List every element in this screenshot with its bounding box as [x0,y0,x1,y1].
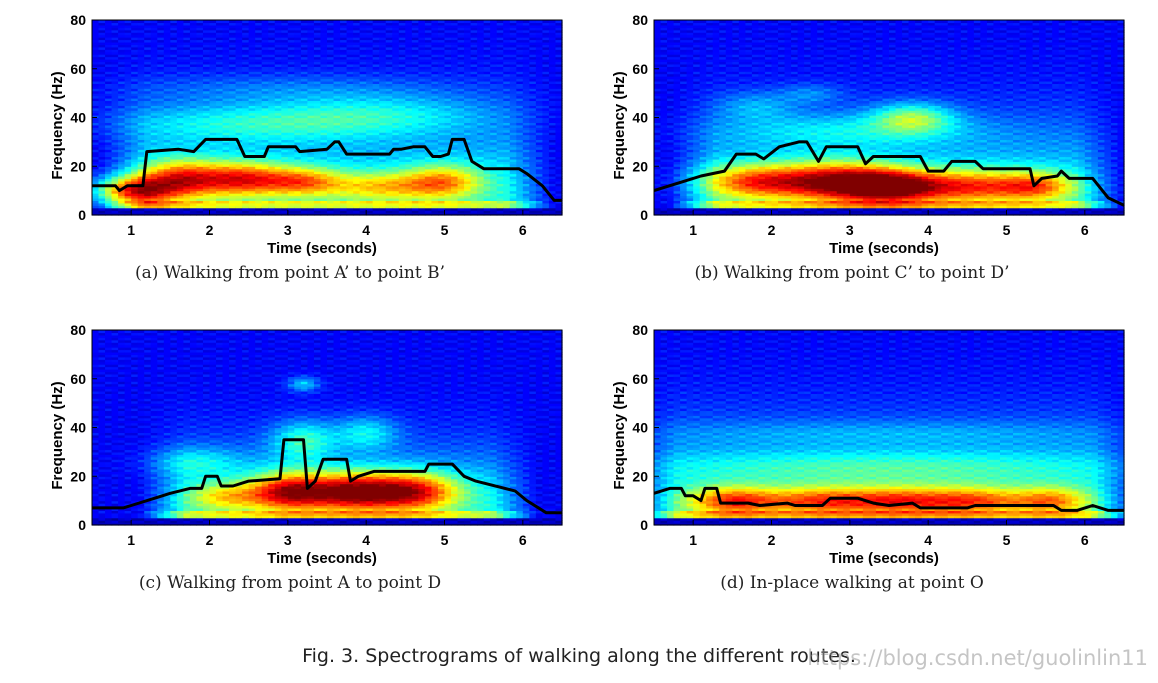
x-tick-label: 1 [127,222,135,238]
y-tick-label: 80 [70,322,86,338]
panel-d: 1 2 3 4 5 6 0 20 40 60 80 Time (seconds) Frequency (… [572,318,1132,613]
frequency-line [653,486,1124,512]
x-tick-label: 1 [689,532,697,548]
panel-a: 1 2 3 4 5 6 0 20 40 60 80 Time (seconds) Frequency (… [10,8,570,303]
x-axis-label: Time (seconds) [829,240,939,257]
heatmap-cells [654,20,1125,216]
y-axis-label: Frequency (Hz) [611,381,628,489]
x-tick-label: 5 [441,532,449,548]
x-tick-label: 2 [206,222,214,238]
y-tick-label: 20 [632,468,648,484]
heatmap-cells [92,20,563,216]
panel-caption: (b) Walking from point C’ to point D’ [572,263,1132,283]
x-tick-label: 6 [1081,222,1089,238]
x-tick-label: 3 [284,222,292,238]
watermark: https://blog.csdn.net/guolinlin11 [807,646,1148,670]
frequency-line [653,140,1125,207]
heatmap-cells [92,330,563,526]
x-tick-label: 6 [519,532,527,548]
y-axis-label: Frequency (Hz) [49,381,66,489]
panel-caption: (d) In-place walking at point O [572,573,1132,593]
x-tick-label: 6 [1081,532,1089,548]
frequency-line [92,137,562,202]
x-tick-label: 4 [362,222,370,238]
panel-caption: (c) Walking from point A to point D [10,573,570,593]
frequency-line [92,438,562,515]
y-tick-label: 40 [70,110,86,126]
x-tick-label: 5 [441,222,449,238]
figure-caption: Fig. 3. Spectrograms of walking along th… [0,645,1158,667]
y-tick-label: 40 [70,420,86,436]
y-tick-label: 60 [632,61,648,77]
x-tick-label: 4 [924,532,932,548]
x-tick-label: 1 [689,222,697,238]
x-tick-label: 5 [1003,532,1011,548]
y-tick-label: 40 [632,110,648,126]
y-tick-label: 80 [70,12,86,28]
y-tick-label: 0 [78,517,86,533]
x-axis-label: Time (seconds) [267,550,377,567]
y-tick-label: 80 [632,12,648,28]
x-tick-label: 3 [284,532,292,548]
x-axis-label: Time (seconds) [829,550,939,567]
y-axis-label: Frequency (Hz) [49,71,66,179]
panel-c: 1 2 3 4 5 6 0 20 40 60 80 Time (seconds) Frequency (… [10,318,570,613]
x-axis-label: Time (seconds) [267,240,377,257]
x-tick-label: 2 [206,532,214,548]
y-tick-label: 60 [70,371,86,387]
x-tick-label: 6 [519,222,527,238]
x-tick-label: 2 [768,222,776,238]
x-tick-label: 2 [768,532,776,548]
y-tick-label: 20 [70,158,86,174]
y-tick-label: 0 [640,207,648,223]
x-tick-label: 4 [362,532,370,548]
y-tick-label: 60 [632,371,648,387]
x-tick-label: 5 [1003,222,1011,238]
panel-b: 1 2 3 4 5 6 0 20 40 60 80 Time (seconds) Frequency (… [572,8,1132,303]
y-tick-label: 0 [78,207,86,223]
y-tick-label: 20 [632,158,648,174]
x-tick-label: 3 [846,532,854,548]
y-tick-label: 80 [632,322,648,338]
panel-caption: (a) Walking from point A’ to point B’ [10,263,570,283]
y-tick-label: 20 [70,468,86,484]
y-tick-label: 0 [640,517,648,533]
y-tick-label: 60 [70,61,86,77]
x-tick-label: 3 [846,222,854,238]
y-axis-label: Frequency (Hz) [611,71,628,179]
heatmap-cells [654,330,1125,526]
x-tick-label: 1 [127,532,135,548]
x-tick-label: 4 [924,222,932,238]
y-tick-label: 40 [632,420,648,436]
